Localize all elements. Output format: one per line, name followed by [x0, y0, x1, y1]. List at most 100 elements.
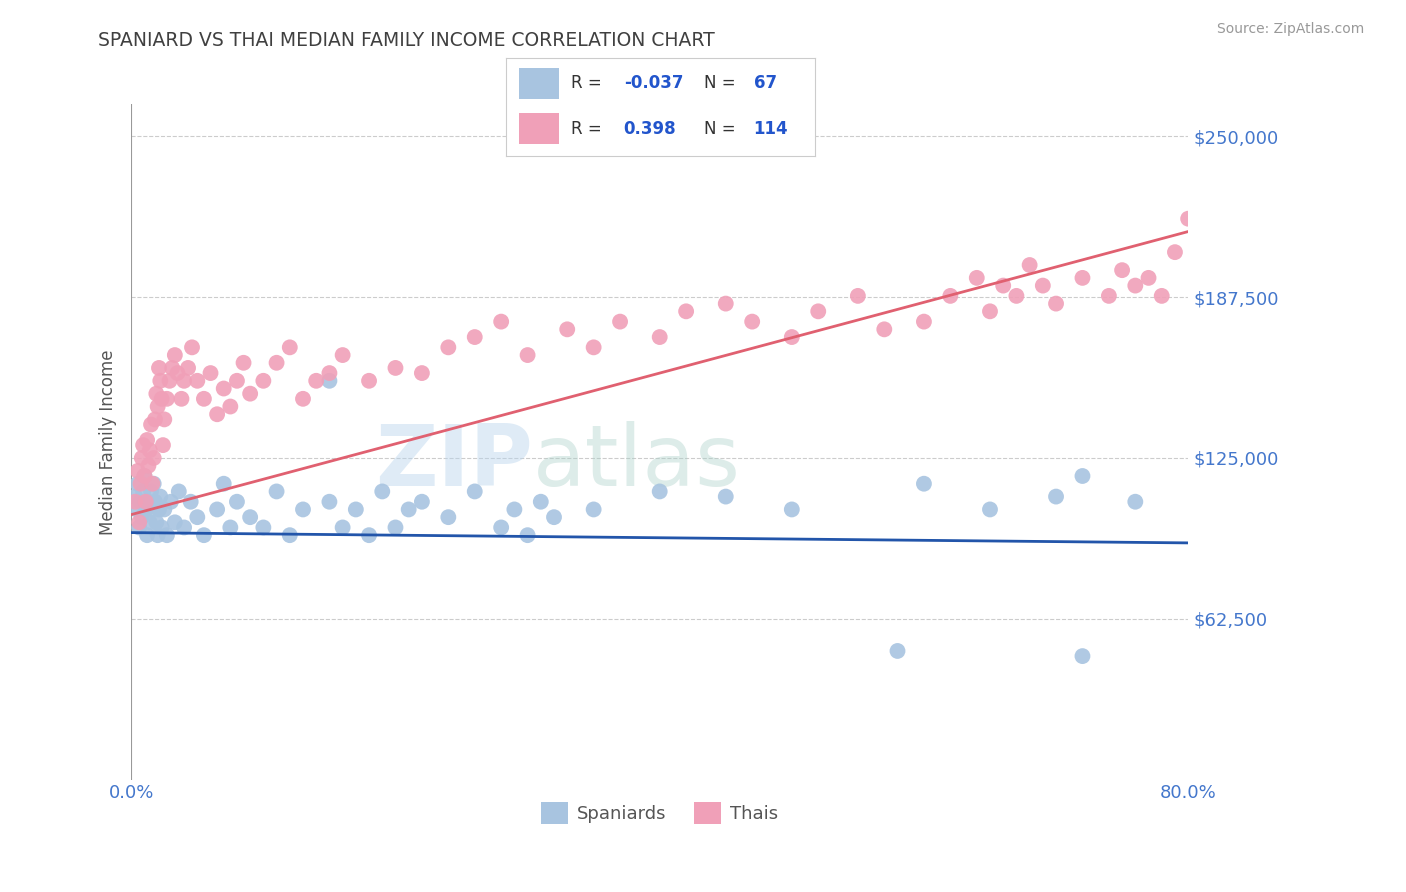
- Point: [163, 348, 186, 362]
- Point: [146, 528, 169, 542]
- Legend: Spaniards, Thais: Spaniards, Thais: [534, 795, 786, 831]
- Point: [384, 360, 406, 375]
- Point: [128, 520, 150, 534]
- Point: [318, 366, 340, 380]
- Point: [873, 322, 896, 336]
- Point: [1045, 296, 1067, 310]
- Point: [993, 278, 1015, 293]
- Point: [1098, 289, 1121, 303]
- Point: [136, 433, 159, 447]
- Point: [912, 476, 935, 491]
- Point: [1164, 245, 1187, 260]
- Point: [186, 510, 208, 524]
- Point: [384, 520, 406, 534]
- Point: [180, 494, 202, 508]
- Point: [139, 484, 162, 499]
- Point: [357, 374, 380, 388]
- Point: [555, 322, 578, 336]
- Point: [173, 374, 195, 388]
- Point: [1032, 278, 1054, 293]
- Point: [886, 644, 908, 658]
- Point: [136, 528, 159, 542]
- Point: [135, 494, 157, 508]
- Point: [153, 412, 176, 426]
- Text: ZIP: ZIP: [375, 421, 533, 504]
- Point: [138, 494, 160, 508]
- Point: [1123, 278, 1146, 293]
- Point: [152, 438, 174, 452]
- Point: [1123, 494, 1146, 508]
- Point: [741, 315, 763, 329]
- Point: [1018, 258, 1040, 272]
- Point: [1005, 289, 1028, 303]
- Point: [125, 502, 148, 516]
- Point: [132, 438, 155, 452]
- Point: [912, 315, 935, 329]
- Point: [156, 392, 179, 406]
- Point: [266, 356, 288, 370]
- Point: [156, 528, 179, 542]
- Point: [1150, 289, 1173, 303]
- Point: [167, 484, 190, 499]
- Point: [1071, 271, 1094, 285]
- Point: [139, 417, 162, 432]
- Point: [292, 502, 315, 516]
- Point: [278, 528, 301, 542]
- Point: [200, 366, 222, 380]
- Text: 0.398: 0.398: [624, 120, 676, 137]
- Point: [186, 374, 208, 388]
- Text: atlas: atlas: [533, 421, 741, 504]
- Point: [124, 494, 146, 508]
- Bar: [519, 113, 558, 145]
- Point: [143, 494, 166, 508]
- Point: [128, 516, 150, 530]
- Point: [150, 392, 173, 406]
- Point: [318, 494, 340, 508]
- Text: R =: R =: [571, 75, 607, 93]
- Point: [516, 348, 538, 362]
- Point: [139, 516, 162, 530]
- Point: [134, 469, 156, 483]
- Point: [149, 490, 172, 504]
- Point: [464, 330, 486, 344]
- Point: [159, 374, 181, 388]
- Point: [292, 392, 315, 406]
- Point: [212, 476, 235, 491]
- Point: [135, 502, 157, 516]
- Point: [160, 494, 183, 508]
- Point: [148, 360, 170, 375]
- Point: [150, 520, 173, 534]
- Point: [138, 458, 160, 473]
- Point: [142, 450, 165, 465]
- Point: [127, 464, 149, 478]
- Point: [239, 510, 262, 524]
- Point: [516, 528, 538, 542]
- Point: [305, 374, 328, 388]
- Point: [714, 490, 737, 504]
- Point: [332, 348, 354, 362]
- Point: [177, 360, 200, 375]
- Point: [205, 502, 228, 516]
- Point: [127, 476, 149, 491]
- Point: [979, 304, 1001, 318]
- Text: -0.037: -0.037: [624, 75, 683, 93]
- Text: N =: N =: [704, 75, 741, 93]
- Point: [1045, 490, 1067, 504]
- Point: [212, 382, 235, 396]
- Point: [464, 484, 486, 499]
- Point: [1071, 649, 1094, 664]
- Point: [170, 392, 193, 406]
- Text: N =: N =: [704, 120, 741, 137]
- Point: [675, 304, 697, 318]
- Point: [437, 510, 460, 524]
- Point: [239, 386, 262, 401]
- Point: [145, 386, 167, 401]
- Point: [1111, 263, 1133, 277]
- Point: [226, 494, 249, 508]
- Point: [146, 400, 169, 414]
- Text: 67: 67: [754, 75, 776, 93]
- Point: [318, 374, 340, 388]
- Point: [411, 366, 433, 380]
- Point: [648, 484, 671, 499]
- Point: [846, 289, 869, 303]
